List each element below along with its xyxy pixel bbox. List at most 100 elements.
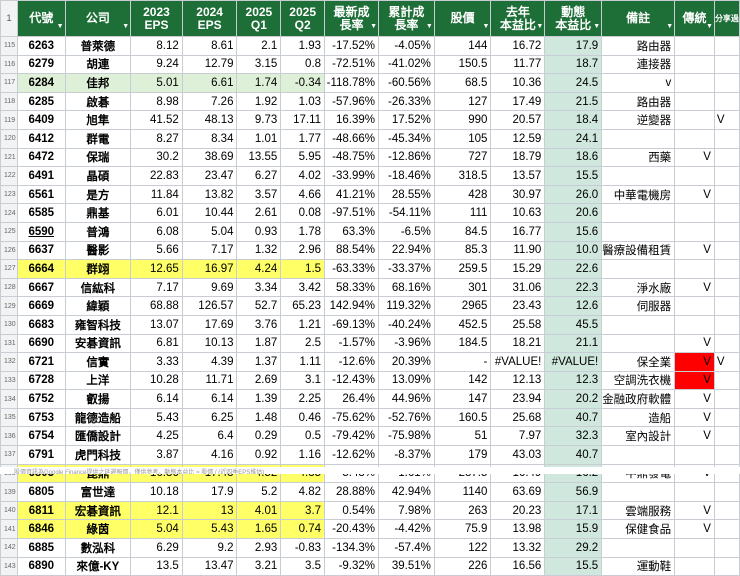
- cell-q1[interactable]: 4.24: [236, 259, 282, 279]
- cell-note[interactable]: 西藥: [601, 147, 676, 168]
- cell-pe-dynamic[interactable]: 15.9: [544, 519, 603, 540]
- cell-pe-dynamic[interactable]: 20.2: [544, 389, 603, 409]
- cell-q2[interactable]: 0.8: [280, 54, 326, 75]
- cell-q2[interactable]: 1.16: [280, 445, 326, 465]
- cell-latest-growth[interactable]: -17.52%: [324, 36, 380, 56]
- cell-eps2024[interactable]: 7.17: [181, 240, 238, 261]
- cell-latest-growth[interactable]: -12.6%: [324, 352, 380, 372]
- cell-share[interactable]: [713, 296, 740, 316]
- cell-cum-growth[interactable]: 119.32%: [378, 296, 435, 316]
- cell-share[interactable]: [713, 426, 740, 447]
- cell-traditional[interactable]: [674, 259, 715, 279]
- cell-q1[interactable]: 0.92: [236, 445, 282, 465]
- cell-code[interactable]: 6721: [16, 352, 66, 372]
- cell-price[interactable]: 2965: [433, 296, 492, 316]
- cell-price[interactable]: 147: [433, 389, 492, 409]
- column-header-note[interactable]: 備註 ▼: [601, 0, 676, 37]
- cell-price[interactable]: 105: [433, 128, 492, 149]
- cell-eps2024[interactable]: 38.69: [181, 147, 238, 168]
- cell-code[interactable]: 6728: [16, 370, 66, 391]
- cell-latest-growth[interactable]: -48.66%: [324, 128, 380, 149]
- cell-pe-dynamic[interactable]: 26.0: [544, 184, 603, 205]
- cell-q2[interactable]: 1.11: [280, 352, 326, 372]
- cell-pe-last[interactable]: 16.56: [490, 556, 546, 576]
- row-number[interactable]: 130: [0, 314, 18, 335]
- cell-company[interactable]: 龍德造船: [64, 407, 132, 428]
- cell-pe-dynamic[interactable]: 15.6: [544, 221, 603, 242]
- cell-eps2024[interactable]: 6.25: [181, 407, 238, 428]
- column-header-q2[interactable]: 2025 Q2: [280, 0, 326, 37]
- cell-q1[interactable]: 0.93: [236, 221, 282, 242]
- cell-pe-dynamic[interactable]: 21.1: [544, 333, 603, 354]
- row-number[interactable]: 119: [0, 110, 18, 130]
- cell-pe-last[interactable]: 16.77: [490, 221, 546, 242]
- cell-pe-last[interactable]: 17.49: [490, 91, 546, 112]
- cell-cum-growth[interactable]: -12.86%: [378, 147, 435, 168]
- cell-traditional[interactable]: [674, 556, 715, 576]
- cell-q1[interactable]: 2.61: [236, 203, 282, 223]
- column-header-pe-dynamic[interactable]: 動態 本益比 ▼: [544, 0, 603, 37]
- cell-eps2024[interactable]: 13.47: [181, 556, 238, 576]
- cell-share[interactable]: [713, 240, 740, 261]
- cell-q1[interactable]: 1.32: [236, 240, 282, 261]
- cell-q2[interactable]: 0.08: [280, 203, 326, 223]
- cell-price[interactable]: 142: [433, 370, 492, 391]
- cell-q1[interactable]: 1.37: [236, 352, 282, 372]
- row-number[interactable]: 128: [0, 277, 18, 298]
- cell-q2[interactable]: 2.96: [280, 240, 326, 261]
- cell-q1[interactable]: 6.27: [236, 166, 282, 186]
- cell-pe-dynamic[interactable]: 18.4: [544, 110, 603, 130]
- cell-traditional[interactable]: V: [674, 426, 715, 447]
- cell-company[interactable]: 雍智科技: [64, 314, 132, 335]
- cell-note[interactable]: 造船: [601, 407, 676, 428]
- row-number[interactable]: 126: [0, 240, 18, 261]
- cell-traditional[interactable]: [674, 73, 715, 93]
- cell-share[interactable]: [713, 556, 740, 576]
- cell-pe-last[interactable]: 10.36: [490, 73, 546, 93]
- filter-dropdown-icon[interactable]: ▼: [666, 23, 674, 30]
- cell-pe-last[interactable]: 10.63: [490, 203, 546, 223]
- cell-cum-growth[interactable]: -57.4%: [378, 538, 435, 558]
- row-number[interactable]: 127: [0, 259, 18, 279]
- cell-pe-dynamic[interactable]: 32.3: [544, 426, 603, 447]
- cell-latest-growth[interactable]: -72.51%: [324, 54, 380, 75]
- cell-share[interactable]: [713, 128, 740, 149]
- cell-eps2024[interactable]: 17.69: [181, 314, 238, 335]
- filter-dropdown-icon[interactable]: ▼: [425, 23, 433, 30]
- cell-company[interactable]: 綠茵: [64, 519, 132, 540]
- cell-latest-growth[interactable]: 142.94%: [324, 296, 380, 316]
- cell-latest-growth[interactable]: -63.33%: [324, 259, 380, 279]
- cell-cum-growth[interactable]: -60.56%: [378, 73, 435, 93]
- cell-eps2024[interactable]: 10.44: [181, 203, 238, 223]
- cell-cum-growth[interactable]: 7.98%: [378, 500, 435, 521]
- cell-q2[interactable]: 0.46: [280, 407, 326, 428]
- row-number[interactable]: 137: [0, 445, 18, 465]
- column-header-latest-growth[interactable]: 最新成 長率 ▼: [324, 0, 380, 37]
- cell-note[interactable]: [601, 314, 676, 335]
- cell-pe-last[interactable]: 30.97: [490, 184, 546, 205]
- cell-pe-dynamic[interactable]: 56.9: [544, 482, 603, 502]
- column-header-eps2023[interactable]: 2023 EPS: [130, 0, 183, 37]
- cell-latest-growth[interactable]: 88.54%: [324, 240, 380, 261]
- cell-code[interactable]: 6846: [16, 519, 66, 540]
- cell-pe-dynamic[interactable]: 17.1: [544, 500, 603, 521]
- cell-company[interactable]: 富世達: [64, 482, 132, 502]
- column-header-traditional[interactable]: 傳統 ▼: [674, 0, 715, 37]
- cell-code[interactable]: 6669: [16, 296, 66, 316]
- cell-pe-last[interactable]: 20.57: [490, 110, 546, 130]
- cell-q2[interactable]: 1.03: [280, 91, 326, 112]
- cell-eps2024[interactable]: 6.4: [181, 426, 238, 447]
- cell-cum-growth[interactable]: 42.94%: [378, 482, 435, 502]
- cell-eps2023[interactable]: 41.52: [130, 110, 183, 130]
- cell-traditional[interactable]: [674, 296, 715, 316]
- cell-latest-growth[interactable]: -12.62%: [324, 445, 380, 465]
- cell-share[interactable]: [713, 407, 740, 428]
- cell-pe-last[interactable]: 31.06: [490, 277, 546, 298]
- cell-q2[interactable]: 1.78: [280, 221, 326, 242]
- row-number[interactable]: 129: [0, 296, 18, 316]
- cell-share[interactable]: [713, 184, 740, 205]
- cell-price[interactable]: 301: [433, 277, 492, 298]
- cell-note[interactable]: 金融政府軟體: [601, 389, 676, 409]
- row-number[interactable]: 143: [0, 556, 18, 576]
- cell-latest-growth[interactable]: 28.88%: [324, 482, 380, 502]
